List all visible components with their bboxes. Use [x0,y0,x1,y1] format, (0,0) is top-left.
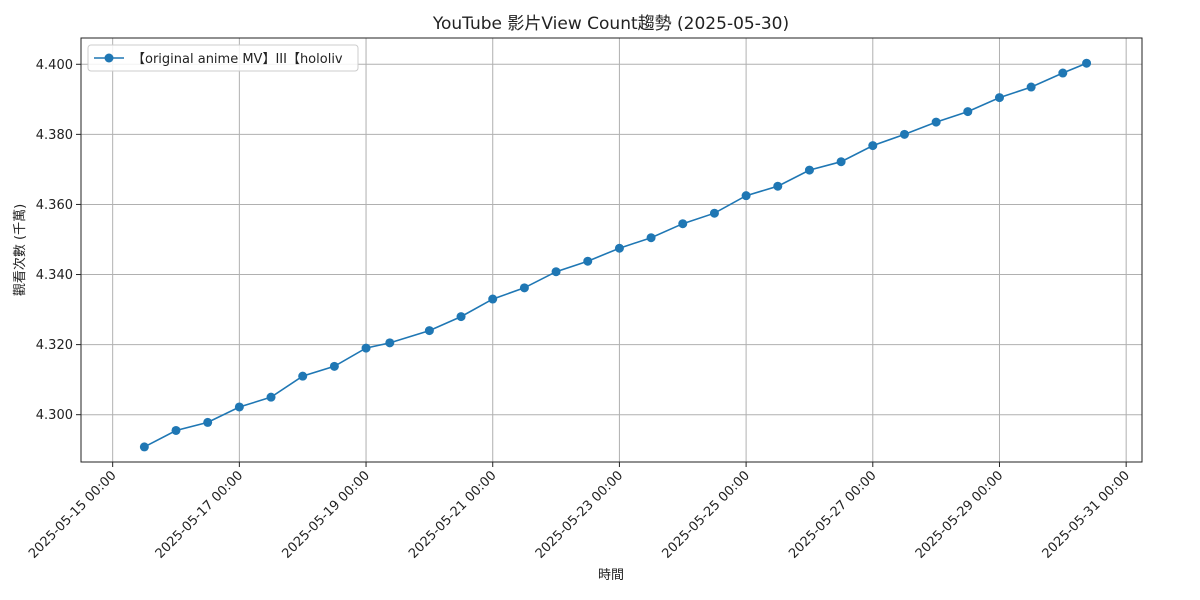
data-point [646,233,656,243]
y-tick-label: 4.380 [36,128,73,143]
data-point [1082,58,1092,68]
data-point [456,312,466,322]
data-point [234,402,244,412]
data-point [298,371,308,381]
data-point [203,417,213,427]
x-tick-label: 2025-05-31 00:00 [1040,468,1133,561]
data-point [931,117,941,127]
chart-title: YouTube 影片View Count趨勢 (2025-05-30) [432,14,789,34]
y-tick-label: 4.340 [36,268,73,283]
y-tick-label: 4.360 [36,198,73,213]
legend: 【original anime MV】III【hololiv [87,44,359,72]
x-tick-label: 2025-05-19 00:00 [279,468,372,561]
series-line [143,62,1087,448]
legend-entry-label: 【original anime MV】III【hololiv [132,52,343,67]
data-point [551,267,561,277]
data-point [836,157,846,167]
data-point [741,191,751,201]
series-layer [139,58,1092,452]
grid-lines [81,38,1142,462]
x-axis-label: 時間 [598,568,624,583]
data-point [963,107,973,117]
data-point [868,141,878,151]
y-axis: 4.300 4.320 4.340 4.360 4.380 4.400 [36,58,81,423]
x-axis: 2025-05-15 00:00 2025-05-17 00:00 2025-05-… [26,462,1133,562]
data-point [678,219,688,229]
data-point [614,243,624,253]
x-tick-label: 2025-05-25 00:00 [659,468,752,561]
y-tick-label: 4.320 [36,338,73,353]
data-point [171,425,181,435]
data-point [139,442,149,452]
data-point [385,338,395,348]
x-tick-label: 2025-05-27 00:00 [786,468,879,561]
x-tick-label: 2025-05-29 00:00 [913,468,1006,561]
data-point [899,129,909,139]
data-point [773,181,783,191]
legend-box [87,44,359,72]
x-tick-label: 2025-05-23 00:00 [533,468,626,561]
x-tick-label: 2025-05-15 00:00 [26,468,119,561]
data-point [424,326,434,336]
data-point [266,392,276,402]
plot-frame [80,37,1143,463]
data-point [709,208,719,218]
x-tick-label: 2025-05-17 00:00 [153,468,246,561]
data-point [1058,68,1068,78]
data-point [329,361,339,371]
y-tick-label: 4.300 [36,408,73,423]
data-point [488,294,498,304]
data-point [361,343,371,353]
y-tick-label: 4.400 [36,58,73,73]
data-point [1026,82,1036,92]
legend-marker-swatch [104,53,114,63]
data-point [519,283,529,293]
y-axis-label: 觀看次數 (千萬) [12,204,28,296]
data-point [994,93,1004,103]
data-point [804,165,814,175]
data-point [583,256,593,266]
x-tick-label: 2025-05-21 00:00 [406,468,499,561]
